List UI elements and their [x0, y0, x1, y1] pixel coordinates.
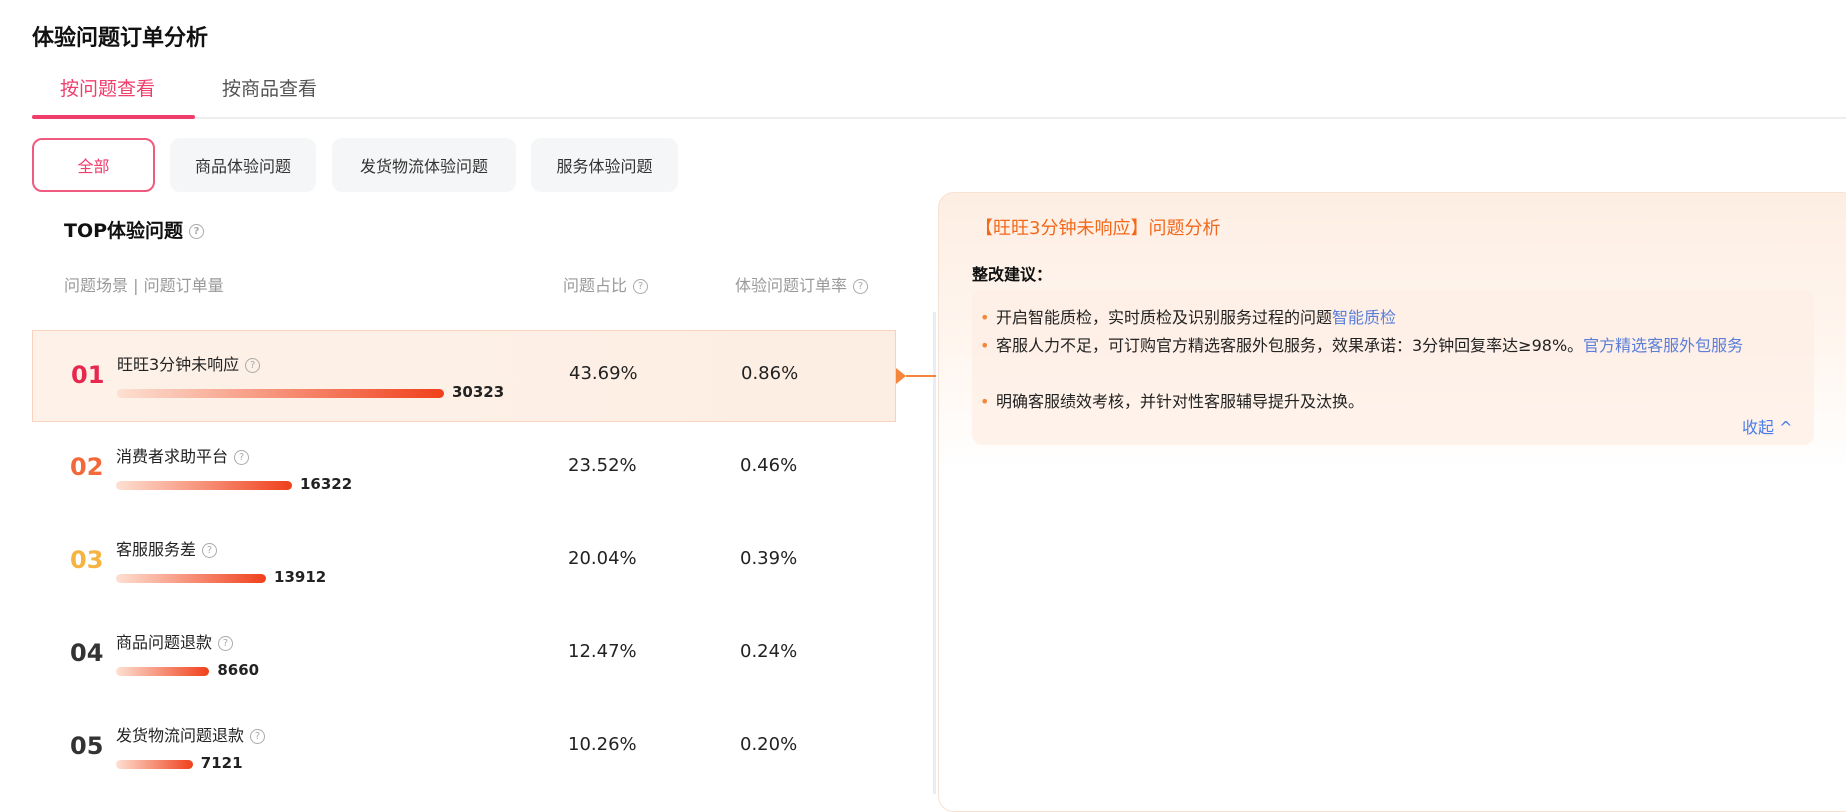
rank-number: 02: [70, 453, 104, 481]
filter-service[interactable]: 服务体验问题: [531, 138, 678, 192]
header-share: 问题占比?: [563, 272, 649, 296]
pointer-connector: [906, 375, 936, 377]
filter-all[interactable]: 全部: [32, 138, 155, 192]
section-title-text: TOP体验问题: [64, 220, 184, 242]
issue-name-text: 消费者求助平台: [116, 447, 229, 466]
help-icon[interactable]: ?: [234, 450, 250, 465]
issue-name: 消费者求助平台?: [116, 443, 250, 467]
table-row[interactable]: 04 商品问题退款? 8660 12.47% 0.24%: [32, 609, 896, 701]
issue-share: 20.04%: [568, 548, 637, 569]
panel-title: 【旺旺3分钟未响应】问题分析: [975, 218, 1221, 239]
rank-number: 03: [70, 546, 104, 574]
help-icon[interactable]: ?: [218, 636, 234, 651]
help-icon[interactable]: ?: [633, 279, 649, 294]
table-row[interactable]: 05 发货物流问题退款? 7121 10.26% 0.20%: [32, 702, 896, 794]
header-share-text: 问题占比: [563, 276, 628, 295]
collapse-link[interactable]: 收起 ^: [1742, 418, 1793, 437]
rank-number: 04: [70, 639, 104, 667]
advice-text: 明确客服绩效考核，并针对性客服辅导提升及汰换。: [996, 392, 1365, 411]
issue-share: 12.47%: [568, 641, 637, 662]
rank-number: 01: [71, 361, 105, 389]
issue-share: 43.69%: [569, 363, 638, 384]
advice-text: 开启智能质检，实时质检及识别服务过程的问题: [996, 308, 1333, 327]
order-count: 30323: [452, 383, 505, 401]
section-title: TOP体验问题?: [64, 216, 205, 243]
order-rate: 0.24%: [740, 641, 798, 662]
issue-name-text: 商品问题退款: [116, 633, 213, 652]
tab-by-issue[interactable]: 按问题查看: [60, 78, 156, 100]
help-icon[interactable]: ?: [189, 224, 205, 239]
count-bar: [116, 667, 210, 676]
count-bar: [117, 389, 444, 398]
table-row[interactable]: 02 消费者求助平台? 16322 23.52% 0.46%: [32, 423, 896, 515]
active-tab-indicator: [32, 115, 195, 119]
header-scene: 问题场景 | 问题订单量: [64, 276, 224, 295]
advice-link[interactable]: 官方精选客服外包服务: [1583, 336, 1744, 355]
count-bar: [116, 481, 292, 490]
advice-item: 客服人力不足，可订购官方精选客服外包服务，效果承诺：3分钟回复率达≥98%。官方…: [980, 332, 1776, 360]
issue-name: 发货物流问题退款?: [116, 722, 266, 746]
panel-divider: [933, 312, 936, 794]
help-icon[interactable]: ?: [245, 358, 261, 373]
tab-by-product[interactable]: 按商品查看: [222, 78, 318, 100]
table-row[interactable]: 03 客服服务差? 13912 20.04% 0.39%: [32, 516, 896, 608]
table-row[interactable]: 01 旺旺3分钟未响应? 30323 43.69% 0.86%: [32, 330, 896, 422]
page-title: 体验问题订单分析: [32, 26, 209, 51]
issue-name: 商品问题退款?: [116, 629, 234, 653]
header-rate: 体验问题订单率?: [735, 272, 869, 296]
order-count: 16322: [300, 475, 353, 493]
filter-logistics[interactable]: 发货物流体验问题: [332, 138, 516, 192]
issue-name: 旺旺3分钟未响应?: [117, 351, 261, 375]
order-rate: 0.39%: [740, 548, 798, 569]
help-icon[interactable]: ?: [202, 543, 218, 558]
order-rate: 0.86%: [741, 363, 799, 384]
advice-link[interactable]: 智能质检: [1332, 308, 1397, 327]
issue-name: 客服服务差?: [116, 536, 218, 560]
advice-list: 开启智能质检，实时质检及识别服务过程的问题智能质检 客服人力不足，可订购官方精选…: [972, 290, 1814, 445]
order-count: 7121: [200, 754, 243, 772]
filter-product[interactable]: 商品体验问题: [170, 138, 316, 192]
issue-name-text: 旺旺3分钟未响应: [117, 355, 240, 374]
order-count: 13912: [274, 568, 327, 586]
order-rate: 0.46%: [740, 455, 798, 476]
count-bar: [116, 574, 267, 583]
rank-number: 05: [70, 732, 104, 760]
issue-share: 10.26%: [568, 734, 637, 755]
issue-share: 23.52%: [568, 455, 637, 476]
issue-name-text: 客服服务差: [116, 540, 197, 559]
help-icon[interactable]: ?: [853, 279, 869, 294]
selected-row-pointer: [896, 368, 906, 384]
advice-item: 开启智能质检，实时质检及识别服务过程的问题智能质检: [980, 304, 1776, 332]
help-icon[interactable]: ?: [250, 729, 266, 744]
advice-item: 明确客服绩效考核，并针对性客服辅导提升及汰换。: [980, 388, 1776, 416]
tabs-divider: [32, 117, 1846, 119]
analysis-panel: [938, 192, 1846, 812]
order-count: 8660: [217, 661, 260, 679]
order-rate: 0.20%: [740, 734, 798, 755]
advice-text: 客服人力不足，可订购官方精选客服外包服务，效果承诺：3分钟回复率达≥98%。: [996, 336, 1584, 355]
count-bar: [116, 760, 193, 769]
issue-name-text: 发货物流问题退款: [116, 726, 245, 745]
advice-label: 整改建议：: [972, 265, 1053, 284]
header-rate-text: 体验问题订单率: [735, 276, 848, 295]
